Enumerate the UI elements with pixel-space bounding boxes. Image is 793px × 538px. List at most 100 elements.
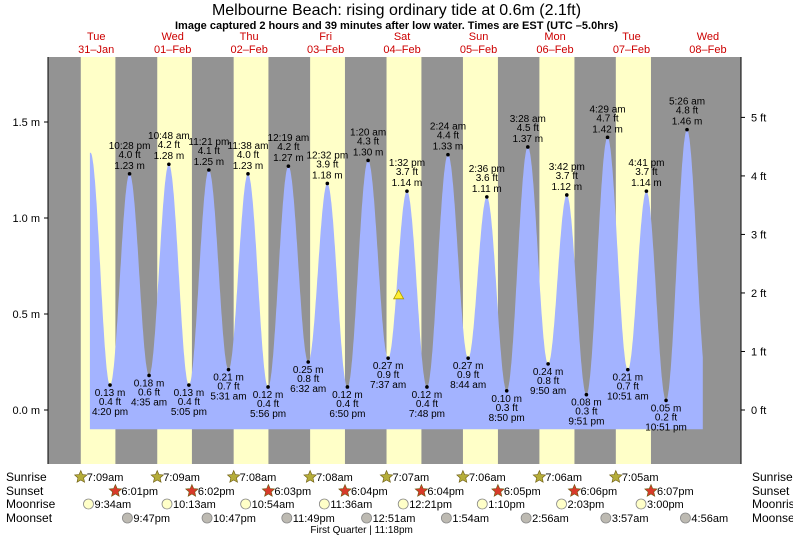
high-tide-meters: 1.23 m bbox=[233, 161, 264, 172]
sunrise-time: 7:08am bbox=[240, 472, 277, 484]
moonrise-time: 11:36am bbox=[330, 499, 372, 511]
low-tide-meters: 0.10 m bbox=[491, 394, 522, 405]
high-tide-time: 4:41 pm bbox=[628, 158, 664, 169]
high-tide-time: 5:26 am bbox=[669, 97, 705, 108]
chart-subtitle: Image captured 2 hours and 39 minutes af… bbox=[175, 20, 618, 32]
low-tide-time: 5:05 pm bbox=[171, 407, 207, 418]
low-tide-feet: 0.4 ft bbox=[336, 399, 358, 410]
sunset-star-icon bbox=[338, 483, 352, 497]
high-tide-point bbox=[644, 189, 649, 193]
low-tide-meters: 0.27 m bbox=[373, 361, 404, 372]
high-tide-feet: 3.7 ft bbox=[556, 171, 578, 182]
high-tide-meters: 1.14 m bbox=[631, 178, 662, 189]
sunrise-time: 7:06am bbox=[545, 472, 582, 484]
sunrise-star-icon bbox=[226, 469, 241, 483]
low-tide-point bbox=[626, 367, 630, 372]
sunrise-star-icon bbox=[608, 469, 623, 483]
day-date-label: 04–Feb bbox=[383, 44, 420, 56]
high-tide-meters: 1.30 m bbox=[353, 147, 384, 158]
left-axis-tick-label: 1.5 m bbox=[12, 117, 40, 129]
moonset-time: 2:56am bbox=[532, 513, 569, 525]
sunset-time: 6:04pm bbox=[351, 486, 388, 498]
low-tide-point bbox=[546, 362, 550, 366]
low-tide-point bbox=[466, 356, 470, 360]
high-tide-meters: 1.14 m bbox=[392, 178, 423, 189]
high-tide-time: 12:32 pm bbox=[306, 150, 348, 161]
high-tide-point bbox=[485, 195, 489, 199]
low-tide-time: 4:20 pm bbox=[92, 407, 128, 418]
low-tide-point bbox=[504, 389, 509, 393]
high-tide-time: 3:28 am bbox=[510, 114, 546, 125]
day-name-label: Mon bbox=[544, 31, 565, 43]
right-axis-tick-label: 2 ft bbox=[751, 288, 766, 300]
sunrise-time: 7:06am bbox=[469, 472, 506, 484]
left-axis-tick-label: 0.0 m bbox=[12, 405, 40, 417]
low-tide-feet: 0.9 ft bbox=[377, 370, 399, 381]
sunset-star-icon bbox=[261, 483, 276, 497]
high-tide-feet: 3.6 ft bbox=[476, 173, 498, 184]
chart-title: Melbourne Beach: rising ordinary tide at… bbox=[211, 2, 582, 19]
high-tide-time: 3:42 pm bbox=[549, 162, 585, 173]
low-tide-meters: 0.12 m bbox=[332, 390, 363, 401]
low-tide-time: 9:50 am bbox=[530, 386, 566, 397]
low-tide-feet: 0.6 ft bbox=[138, 387, 160, 398]
moonset-time: 4:56am bbox=[691, 513, 728, 525]
low-tide-meters: 0.18 m bbox=[134, 378, 165, 389]
low-tide-time: 10:51 am bbox=[607, 392, 649, 403]
left-axis-tick-label: 0.5 m bbox=[12, 309, 40, 321]
high-tide-time: 2:36 pm bbox=[469, 164, 505, 175]
low-tide-point bbox=[108, 383, 112, 387]
right-axis-tick-label: 0 ft bbox=[751, 405, 766, 417]
moonset-time: 3:57am bbox=[612, 513, 649, 525]
sunset-time: 6:02pm bbox=[198, 486, 235, 498]
high-tide-point bbox=[605, 135, 610, 140]
low-tide-meters: 0.08 m bbox=[571, 398, 602, 409]
high-tide-meters: 1.18 m bbox=[312, 170, 343, 181]
low-tide-feet: 0.3 ft bbox=[575, 407, 597, 418]
high-tide-time: 1:32 pm bbox=[389, 158, 425, 169]
high-tide-time: 10:48 am bbox=[148, 131, 190, 142]
sunset-time: 6:04pm bbox=[427, 486, 464, 498]
high-tide-feet: 4.0 ft bbox=[118, 150, 140, 161]
day-name-label: Tue bbox=[622, 31, 641, 43]
low-tide-time: 6:50 pm bbox=[329, 409, 365, 420]
day-date-label: 07–Feb bbox=[613, 44, 650, 56]
high-tide-time: 4:29 am bbox=[589, 104, 625, 115]
day-name-label: Fri bbox=[319, 31, 332, 43]
high-tide-feet: 4.0 ft bbox=[237, 150, 259, 161]
high-tide-point bbox=[526, 145, 530, 149]
moonrise-moon-icon bbox=[318, 498, 330, 510]
moonset-moon-icon bbox=[520, 512, 532, 524]
high-tide-feet: 4.1 ft bbox=[198, 146, 220, 157]
right-axis-tick-label: 4 ft bbox=[751, 171, 766, 183]
low-tide-point bbox=[187, 383, 191, 387]
low-tide-time: 6:32 am bbox=[290, 384, 326, 395]
moonrise-time: 9:34am bbox=[94, 499, 131, 511]
moonrise-moon-icon bbox=[635, 498, 647, 510]
high-tide-feet: 4.2 ft bbox=[277, 142, 299, 153]
low-tide-feet: 0.9 ft bbox=[457, 370, 479, 381]
high-tide-meters: 1.37 m bbox=[513, 134, 544, 145]
moonset-moon-icon bbox=[201, 512, 213, 524]
high-tide-point bbox=[286, 164, 291, 168]
day-date-label: 08–Feb bbox=[689, 44, 726, 56]
high-tide-meters: 1.33 m bbox=[433, 142, 464, 153]
moonrise-moon-icon bbox=[476, 498, 488, 510]
high-tide-point bbox=[405, 189, 409, 193]
high-tide-feet: 3.7 ft bbox=[635, 167, 657, 178]
moonrise-moon-icon bbox=[83, 498, 94, 510]
sunrise-star-icon bbox=[73, 469, 88, 483]
high-tide-time: 12:19 am bbox=[268, 133, 310, 144]
moonset-time: 9:47pm bbox=[133, 513, 170, 525]
moonset-moon-icon bbox=[361, 512, 372, 524]
low-tide-feet: 0.3 ft bbox=[496, 403, 518, 414]
high-tide-time: 1:20 am bbox=[350, 127, 386, 138]
sunrise-row-label-right: Sunrise bbox=[752, 470, 793, 484]
day-date-label: 01–Feb bbox=[154, 44, 191, 56]
sunrise-star-icon bbox=[150, 469, 165, 483]
right-axis-tick-label: 3 ft bbox=[751, 229, 766, 241]
sunrise-star-icon bbox=[532, 469, 547, 483]
sunrise-star-icon bbox=[379, 469, 394, 483]
low-tide-point bbox=[306, 360, 311, 364]
sunrise-time: 7:09am bbox=[163, 472, 200, 484]
